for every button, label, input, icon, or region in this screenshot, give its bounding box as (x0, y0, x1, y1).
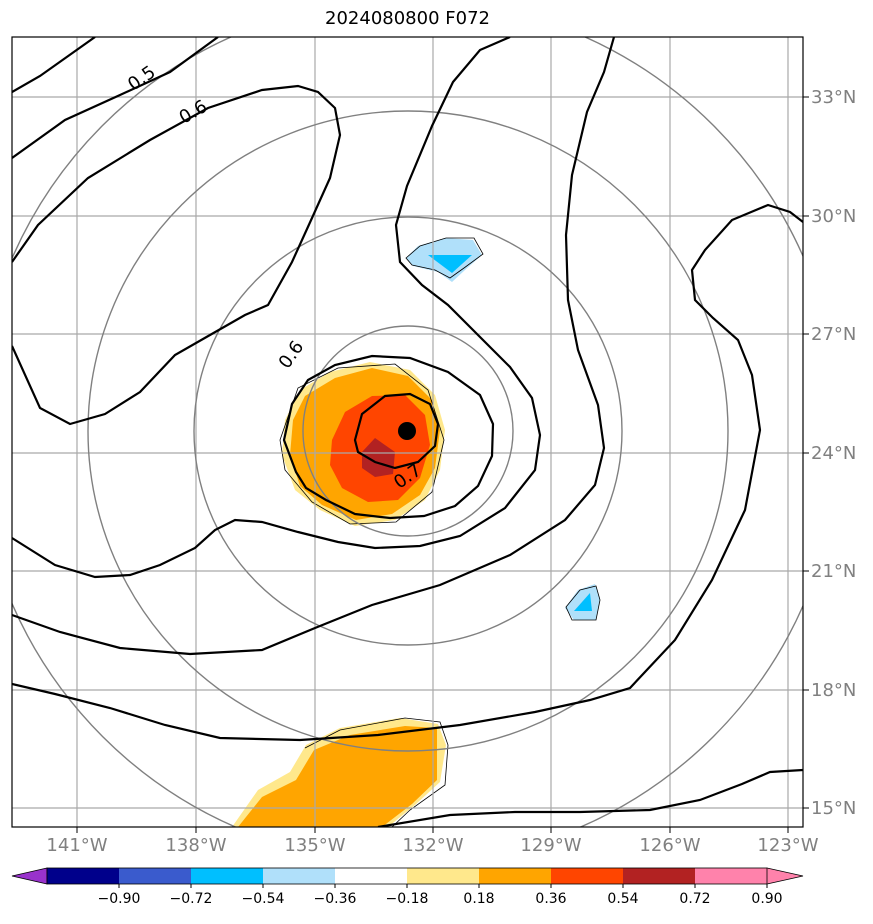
colorbar-bin (263, 868, 336, 884)
colorbar-bin (479, 868, 552, 884)
lat-tick-label: 33°N (811, 87, 856, 108)
chart-title: 2024080800 F072 (325, 8, 490, 29)
colorbar-tick-label: −0.72 (170, 891, 213, 907)
colorbar-tick-label: 0.18 (463, 891, 494, 907)
colorbar-tick-label: −0.18 (386, 891, 429, 907)
lat-tick-label: 18°N (811, 680, 856, 701)
colorbar-tick-label: 0.72 (679, 891, 710, 907)
range-rings (12, 37, 803, 827)
colorbar-tick-label: −0.90 (98, 891, 141, 907)
colorbar-bin (407, 868, 480, 884)
lat-tick-label: 15°N (811, 798, 856, 819)
colorbar-tick-label: −0.36 (314, 891, 357, 907)
lon-tick-label: 138°W (165, 835, 226, 856)
colorbar-bin (695, 868, 768, 884)
lat-tick-label: 21°N (811, 561, 856, 582)
colorbar-bin (623, 868, 696, 884)
lon-tick-label: 141°W (46, 835, 107, 856)
colorbar-extend-high (766, 867, 804, 885)
lon-tick-label: 129°W (520, 835, 581, 856)
colorbar-tick-label: 0.36 (535, 891, 566, 907)
colorbar-bin (335, 868, 408, 884)
map-frame (11, 36, 804, 828)
colorbar-bin (119, 868, 192, 884)
map-area: 0.5 0.6 0.6 0.7 (12, 37, 803, 827)
shaded-field-blue-east (565, 584, 600, 620)
tick-marks (76, 96, 809, 833)
lat-tick-label: 27°N (811, 324, 856, 345)
colorbar-tick-label: 0.54 (607, 891, 638, 907)
shaded-field-center (282, 362, 445, 526)
colorbar-bin (191, 868, 264, 884)
lat-tick-label: 24°N (811, 443, 856, 464)
colorbar-tick-label: 0.90 (751, 891, 782, 907)
contour-lines (12, 37, 803, 827)
lon-tick-label: 132°W (402, 835, 463, 856)
shaded-field-orange-south (232, 718, 446, 827)
storm-center-marker (398, 422, 416, 440)
lat-tick-label: 30°N (811, 206, 856, 227)
contour-label: 0.6 (275, 337, 309, 373)
lon-tick-label: 123°W (757, 835, 818, 856)
colorbar-extend-low (11, 867, 48, 885)
thin-outlines (279, 237, 601, 827)
colorbar: −0.90 −0.72 −0.54 −0.36 −0.18 0.18 0.36 0.54 0.7… (11, 867, 804, 907)
lon-tick-label: 126°W (639, 835, 700, 856)
colorbar-bin (551, 868, 624, 884)
shaded-field-blue-north (406, 238, 482, 282)
colorbar-tick-label: −0.54 (242, 891, 285, 907)
lon-tick-label: 135°W (284, 835, 345, 856)
colorbar-bin (47, 868, 120, 884)
